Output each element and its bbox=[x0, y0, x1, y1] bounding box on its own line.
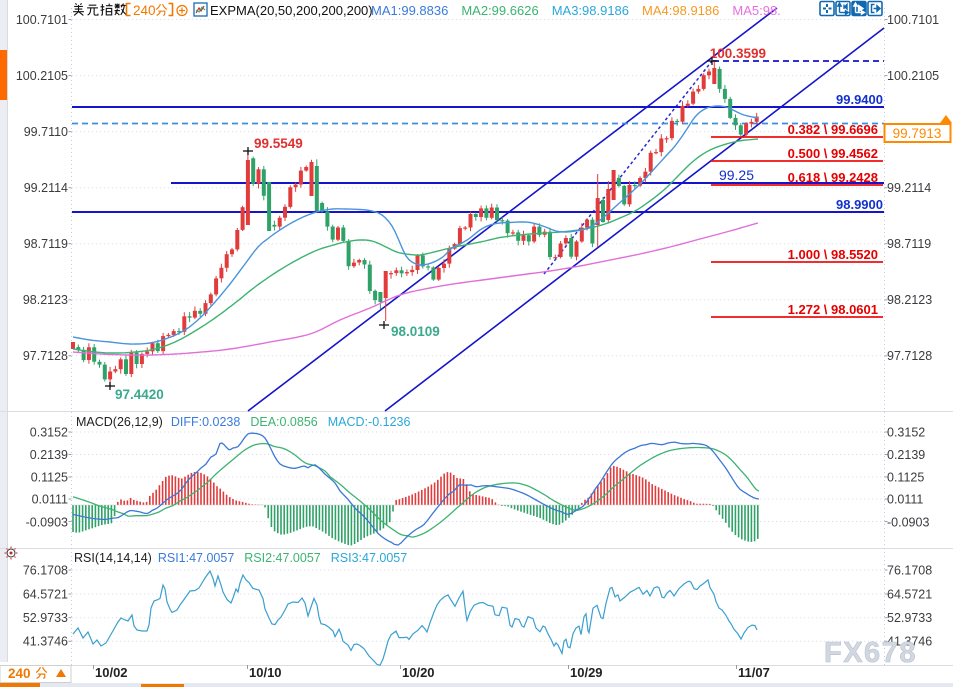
svg-text:-0.0903: -0.0903 bbox=[887, 516, 929, 530]
svg-text:64.5721: 64.5721 bbox=[887, 588, 932, 602]
svg-text:10/29: 10/29 bbox=[570, 665, 603, 680]
svg-text:240: 240 bbox=[133, 3, 156, 18]
svg-text:97.4420: 97.4420 bbox=[115, 387, 164, 402]
svg-text:0.1125: 0.1125 bbox=[31, 471, 68, 485]
svg-text:100.2105: 100.2105 bbox=[16, 69, 68, 83]
svg-text:99.5549: 99.5549 bbox=[254, 136, 303, 151]
svg-text:10/02: 10/02 bbox=[95, 665, 128, 680]
svg-text:0.2139: 0.2139 bbox=[30, 448, 68, 462]
svg-text:100.3599: 100.3599 bbox=[710, 46, 766, 61]
svg-text:52.9733: 52.9733 bbox=[23, 611, 68, 625]
svg-text:0.500 \ 99.4562: 0.500 \ 99.4562 bbox=[788, 146, 878, 161]
svg-text:0.1125: 0.1125 bbox=[887, 471, 924, 485]
svg-text:0.618 \ 99.2428: 0.618 \ 99.2428 bbox=[788, 170, 878, 185]
svg-text:10/20: 10/20 bbox=[402, 665, 435, 680]
svg-text:98.7119: 98.7119 bbox=[887, 237, 931, 251]
svg-text:76.1708: 76.1708 bbox=[23, 564, 68, 578]
svg-text:98.0109: 98.0109 bbox=[391, 324, 440, 339]
svg-text:99.2114: 99.2114 bbox=[887, 181, 931, 195]
svg-text:1.272 \ 98.0601: 1.272 \ 98.0601 bbox=[788, 302, 878, 317]
svg-text:98.2123: 98.2123 bbox=[887, 293, 932, 307]
svg-text:100.7101: 100.7101 bbox=[887, 13, 939, 27]
svg-text:64.5721: 64.5721 bbox=[23, 588, 68, 602]
svg-text:99.25: 99.25 bbox=[719, 167, 754, 183]
svg-text:99.9400: 99.9400 bbox=[836, 92, 883, 107]
svg-text:99.7110: 99.7110 bbox=[24, 125, 68, 139]
svg-text:0.382 \ 99.6696: 0.382 \ 99.6696 bbox=[788, 122, 878, 137]
svg-text:0.3152: 0.3152 bbox=[30, 426, 68, 440]
svg-text:FX678: FX678 bbox=[824, 637, 917, 669]
svg-text:98.9900: 98.9900 bbox=[836, 197, 883, 212]
svg-text:100.2105: 100.2105 bbox=[887, 69, 939, 83]
svg-text:0.3152: 0.3152 bbox=[887, 426, 925, 440]
svg-text:EXPMA(20,50,200,200,200): EXPMA(20,50,200,200,200) bbox=[210, 3, 373, 18]
svg-text:0.0111: 0.0111 bbox=[887, 493, 923, 507]
svg-text:98.7119: 98.7119 bbox=[24, 237, 68, 251]
svg-text:99.7913: 99.7913 bbox=[893, 126, 942, 141]
svg-text:-0.0903: -0.0903 bbox=[26, 516, 68, 530]
svg-text:11/07: 11/07 bbox=[738, 665, 770, 680]
svg-text:99.2114: 99.2114 bbox=[24, 181, 68, 195]
svg-text:98.2123: 98.2123 bbox=[23, 293, 68, 307]
svg-text:10/10: 10/10 bbox=[249, 665, 282, 680]
svg-text:97.7128: 97.7128 bbox=[887, 349, 932, 363]
svg-text:240: 240 bbox=[8, 666, 31, 681]
svg-text:0.0111: 0.0111 bbox=[32, 493, 68, 507]
svg-text:1.000 \ 98.5520: 1.000 \ 98.5520 bbox=[788, 247, 878, 262]
svg-text:100.7101: 100.7101 bbox=[16, 13, 68, 27]
svg-text:41.3746: 41.3746 bbox=[23, 635, 68, 649]
svg-text:41.3746: 41.3746 bbox=[887, 635, 932, 649]
svg-text:76.1708: 76.1708 bbox=[887, 564, 932, 578]
svg-text:52.9733: 52.9733 bbox=[887, 611, 932, 625]
svg-text:97.7128: 97.7128 bbox=[23, 349, 68, 363]
svg-text:0.2139: 0.2139 bbox=[887, 448, 925, 462]
